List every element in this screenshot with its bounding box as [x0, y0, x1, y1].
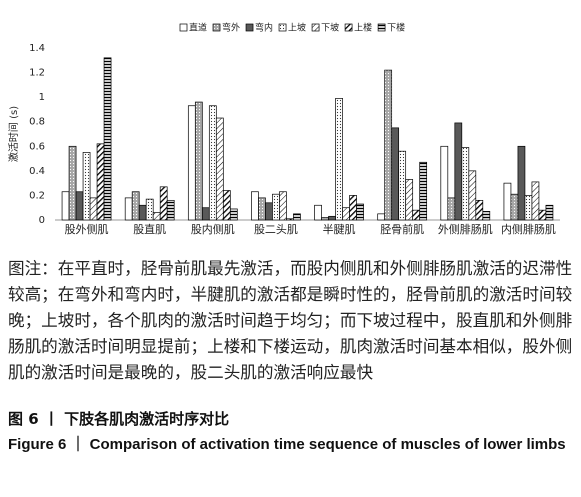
- bar: [286, 218, 294, 221]
- bar: [384, 69, 393, 221]
- legend-swatch: [212, 23, 221, 32]
- bar: [510, 193, 519, 221]
- bar: [447, 197, 456, 221]
- legend-label: 弯内: [255, 22, 273, 34]
- bar: [328, 215, 336, 221]
- y-tick-label: 0.4: [29, 166, 45, 177]
- legend-swatch: [278, 23, 287, 32]
- bar: [145, 198, 154, 221]
- bar: [314, 204, 322, 221]
- y-tick-label: 1: [39, 92, 45, 103]
- bar: [258, 197, 266, 221]
- bar: [349, 195, 357, 221]
- figure-note: 图注：在平直时，胫骨前肌最先激活，而股内侧肌和外侧腓肠肌激活的迟滞性较高；在弯外…: [8, 259, 573, 382]
- bar: [251, 191, 259, 221]
- bar: [335, 98, 343, 221]
- chart: 激活时间 (s) 0 0.2 0.4 0.6 0.8 1 1.2 1.4 股外侧肌 股直肌 股内侧肌…: [7, 22, 560, 236]
- bar: [75, 191, 84, 221]
- bar: [138, 204, 147, 221]
- y-axis-label: 激活时间 (s): [7, 106, 20, 162]
- bar: [272, 193, 280, 221]
- bar: [475, 199, 484, 221]
- bar: [187, 105, 196, 221]
- x-tick-label: 胫骨前肌: [380, 222, 424, 236]
- bar: [82, 152, 91, 221]
- bar: [265, 202, 273, 221]
- x-tick-label: 股内侧肌: [191, 222, 235, 236]
- legend-label: 上楼: [354, 22, 372, 34]
- bar: [215, 117, 224, 221]
- bar: [517, 145, 526, 221]
- bar: [61, 191, 70, 221]
- bar: [531, 181, 540, 221]
- bar: [68, 145, 77, 221]
- bar: [166, 199, 175, 221]
- legend-swatch: [344, 23, 353, 32]
- bar: [229, 208, 238, 221]
- x-tick-label: 外侧腓肠肌: [438, 223, 493, 236]
- bar: [89, 197, 98, 221]
- figure-title-en: Figure 6 ｜ Comparison of activation time…: [8, 436, 566, 453]
- bar: [201, 207, 210, 221]
- bar: [524, 195, 533, 221]
- y-tick-label: 1.2: [29, 68, 45, 79]
- legend-swatch: [245, 23, 254, 32]
- bar: [321, 217, 329, 221]
- x-tick-label: 内侧腓肠肌: [501, 222, 556, 236]
- bar: [545, 204, 554, 221]
- bar: [279, 191, 287, 221]
- bar: [440, 145, 449, 221]
- bar: [538, 209, 547, 221]
- x-tick-label: 股直肌: [133, 222, 166, 236]
- figure-title-cn: 图 6 丨 下肢各肌肉激活时序对比: [8, 410, 230, 428]
- bar: [377, 213, 386, 221]
- bar: [398, 150, 407, 221]
- legend-swatch: [311, 23, 320, 32]
- y-tick-label: 0.2: [29, 190, 45, 201]
- legend-swatch: [377, 23, 386, 32]
- y-tick-label: 0: [39, 215, 45, 226]
- x-tick-label: 股二头肌: [254, 223, 298, 236]
- bar: [356, 203, 364, 221]
- x-tick-label: 半腱肌: [323, 222, 356, 236]
- bar: [454, 122, 463, 221]
- bar: [503, 182, 512, 221]
- x-tick-label: 股外侧肌: [65, 223, 109, 236]
- y-tick-label: 0.6: [29, 141, 45, 152]
- bar: [208, 105, 217, 221]
- bar: [96, 143, 105, 221]
- bar: [131, 191, 140, 221]
- bar: [293, 213, 301, 221]
- bar: [103, 57, 112, 221]
- bar: [468, 170, 477, 221]
- bar: [152, 212, 161, 221]
- bar: [159, 186, 168, 221]
- bar: [194, 101, 203, 221]
- y-tick-label: 1.4: [29, 43, 45, 54]
- legend-label: 弯外: [222, 22, 240, 34]
- bar: [124, 197, 133, 221]
- legend-label: 下楼: [387, 22, 405, 34]
- legend-label: 上坡: [288, 22, 306, 34]
- bar: [222, 190, 231, 221]
- legend-label: 下坡: [321, 22, 339, 34]
- legend-swatch: [179, 23, 188, 32]
- bar: [482, 211, 491, 221]
- bar: [412, 209, 421, 221]
- bar: [405, 179, 414, 221]
- bar: [461, 147, 470, 221]
- bar: [419, 161, 428, 221]
- bar: [342, 207, 350, 221]
- bar: [391, 127, 400, 221]
- legend-label: 直道: [189, 22, 207, 34]
- y-tick-label: 0.8: [29, 117, 45, 128]
